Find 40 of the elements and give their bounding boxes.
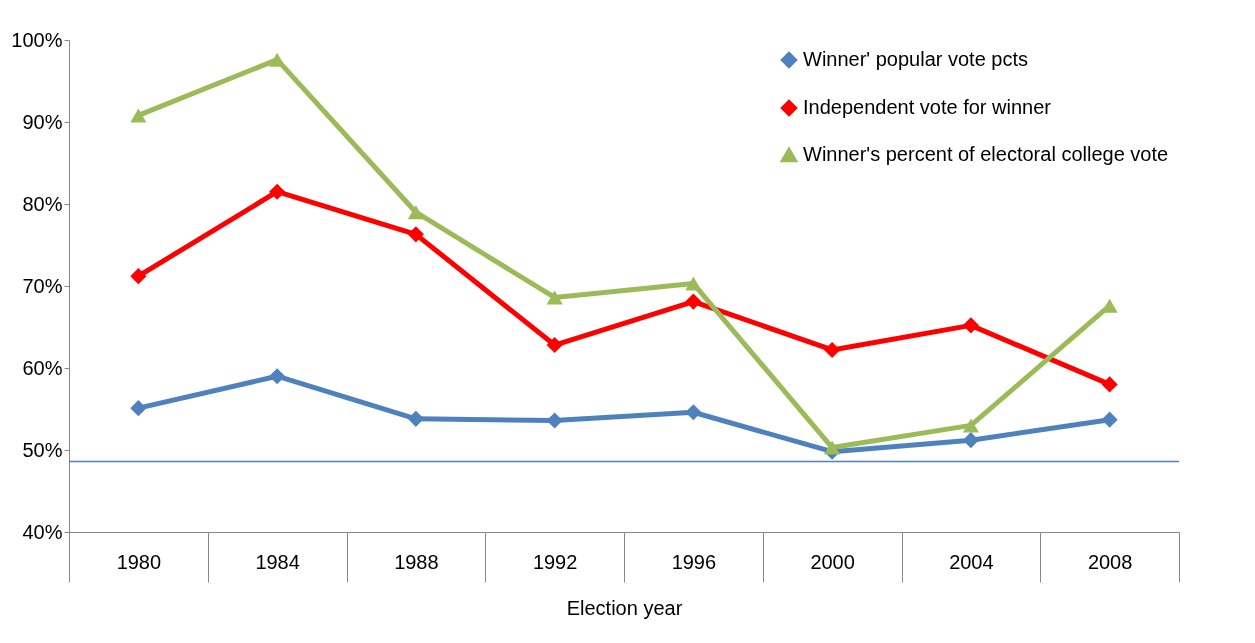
point <box>1101 411 1118 428</box>
point <box>685 293 702 310</box>
y-tick-label: 80% <box>22 192 63 215</box>
point <box>962 317 979 334</box>
point <box>130 108 147 123</box>
x-tick-label: 1984 <box>255 550 300 573</box>
legend-label: Winner's percent of electoral college vote <box>803 143 1169 165</box>
point <box>130 400 147 417</box>
point <box>407 410 424 427</box>
y-tick-label: 40% <box>22 520 63 543</box>
point <box>962 432 979 449</box>
x-tick-label: 1996 <box>671 550 717 573</box>
x-tick-label: 1988 <box>394 550 439 573</box>
point <box>962 418 979 433</box>
point <box>269 52 286 67</box>
point <box>269 368 286 385</box>
y-tick-label: 50% <box>22 438 63 461</box>
point <box>130 268 147 285</box>
x-tick-label: 2000 <box>810 550 855 573</box>
point <box>407 205 424 220</box>
point <box>546 336 563 354</box>
point <box>407 226 424 243</box>
legend-label: Winner' popular vote pcts <box>803 48 1029 70</box>
y-tick-label: 60% <box>22 356 63 379</box>
x-axis-title: Election year <box>566 597 683 619</box>
point <box>1101 376 1118 393</box>
point <box>824 341 841 359</box>
y-tick-label: 100% <box>11 28 63 51</box>
x-tick-label: 1992 <box>532 550 578 573</box>
point <box>685 276 702 291</box>
x-tick-label: 2008 <box>1087 550 1133 573</box>
x-tick-label: 2004 <box>949 550 994 573</box>
point <box>546 290 563 305</box>
point <box>824 440 841 455</box>
point <box>685 404 702 421</box>
x-tick-label: 1980 <box>116 550 162 573</box>
y-tick-label: 90% <box>22 110 63 133</box>
point <box>269 183 286 200</box>
y-tick-label: 70% <box>22 274 63 297</box>
legend-label: Independent vote for winner <box>803 96 1052 118</box>
